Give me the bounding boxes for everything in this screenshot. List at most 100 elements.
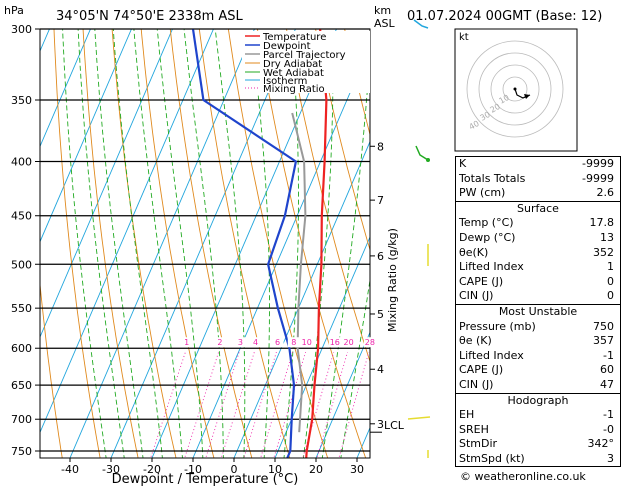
surface-value: 0	[607, 289, 614, 303]
lcl-label: LCL	[384, 419, 405, 432]
hodograph-kt-label: kt	[459, 32, 469, 43]
km-tick-label: 4	[377, 363, 384, 376]
wind-barbs	[407, 19, 431, 458]
mixing-ratio-label: 16	[330, 338, 340, 347]
legend: Temperature Dewpoint Parcel Trajectory D…	[242, 31, 370, 95]
hpa-label: hPa	[4, 4, 24, 17]
mu-value: 60	[600, 363, 614, 377]
series-dewpoint	[191, 29, 297, 458]
km-tick-label: 5	[377, 308, 384, 321]
hodo-value: -0	[603, 422, 614, 436]
mixing-ratio-label: 1	[184, 338, 189, 347]
dry-adiabat-line	[169, 29, 253, 458]
mixing-ratio-label-bg	[249, 337, 262, 348]
hodo-label: StmSpd (kt)	[459, 451, 525, 465]
hodograph-ring	[490, 64, 540, 114]
hodograph: kt 10 20 30 40	[454, 28, 578, 152]
mixing-ratio-line	[205, 351, 240, 458]
mixing-ratio-label-bg	[300, 337, 313, 348]
mixing-ratio-label-bg	[234, 337, 247, 348]
mixing-ratio-axis-label: Mixing Ratio (g/kg)	[386, 228, 399, 332]
series-parcel-trajectory	[291, 112, 307, 433]
surface-value: 352	[593, 245, 614, 259]
pressure-tick-label: 550	[11, 302, 32, 315]
wet-adiabat-line	[183, 29, 224, 458]
hodo-value: 342°	[587, 437, 615, 451]
background-lines	[0, 13, 370, 460]
temperature-ticks: -40 -30 -20 -10 0 10 20 30	[61, 458, 364, 476]
mu-value: 357	[593, 334, 614, 348]
mu-label: θe (K)	[459, 334, 492, 348]
sounding-lines	[191, 29, 328, 458]
km-tick-label: 3	[377, 418, 384, 431]
surface-label: Temp (°C)	[459, 216, 514, 230]
km-tick-label: 8	[377, 140, 384, 153]
pressure-tick-label: 500	[11, 258, 32, 271]
legend-dry-adiabat: Dry Adiabat	[263, 59, 322, 70]
mixing-ratio-label-bg	[328, 337, 341, 348]
mixing-ratio-line	[184, 351, 220, 458]
pressure-tick-label: 700	[11, 413, 32, 426]
dry-adiabat-line	[53, 29, 101, 458]
isotherm-line	[0, 13, 15, 460]
wind-barb	[413, 19, 429, 29]
hodograph-ring	[478, 52, 552, 126]
surface-label: Dewp (°C)	[459, 230, 516, 244]
mixing-ratio-label: 3	[238, 338, 243, 347]
mixing-ratio-line	[220, 351, 255, 458]
pressure-tick-label: 450	[11, 210, 32, 223]
km-tick-label: 6	[377, 250, 384, 263]
mixing-ratio-label: 4	[253, 338, 258, 347]
wet-adiabat-line	[250, 29, 270, 458]
surface-value: 0	[607, 274, 614, 288]
x-axis-label: Dewpoint / Temperature (°C)	[112, 472, 299, 486]
mixing-ratio-label-bg	[213, 337, 226, 348]
wet-adiabat-line	[133, 29, 183, 458]
mu-label: Pressure (mb)	[459, 319, 536, 333]
index-value: -9999	[582, 157, 614, 170]
footer-credit[interactable]: © weatheronline.co.uk	[460, 470, 586, 483]
mu-value: 47	[600, 377, 614, 391]
isotherm-line	[40, 29, 91, 148]
datetime-label: 01.07.2024 00GMT (Base: 12)	[407, 9, 602, 24]
temperature-tick-label: 30	[350, 463, 364, 476]
pressure-tick-label: 350	[11, 94, 32, 107]
pressure-tick-label: 650	[11, 379, 32, 392]
series-temperature	[305, 29, 328, 458]
asl-label: ASL	[374, 17, 396, 30]
index-label: PW (cm)	[459, 186, 506, 200]
surface-label: CAPE (J)	[459, 274, 504, 288]
mixing-ratio-label-bg	[271, 337, 284, 348]
temperature-tick-label: 20	[309, 463, 323, 476]
pressure-tick-label: 300	[11, 23, 32, 36]
surface-value: 13	[600, 230, 614, 244]
wet-adiabat-line	[214, 29, 246, 458]
dry-adiabat-line	[286, 29, 370, 363]
hodograph-arrow	[524, 94, 530, 99]
hodograph-ring-label: 30	[479, 110, 492, 123]
dry-adiabat-line	[82, 29, 139, 458]
mu-value: -1	[603, 348, 614, 362]
mixing-ratio-labels: 1 2 3 4 6 8 10 16 20 28	[180, 337, 376, 348]
km-ticks: 8 7 6 5 4 3	[370, 140, 384, 433]
mixing-ratio-label: 20	[344, 338, 354, 347]
temperature-tick-label: -30	[102, 463, 120, 476]
hodograph-ring	[502, 76, 528, 102]
dry-adiabat-line	[315, 29, 370, 252]
mixing-ratio-label-bg	[363, 337, 376, 348]
hodo-label: StmDir	[459, 437, 498, 451]
hodo-value: 3	[607, 451, 614, 465]
dry-adiabat-line	[256, 29, 367, 458]
surface-value: 17.8	[589, 216, 615, 230]
hodo-label: SREH	[459, 422, 489, 436]
hodo-label: EH	[459, 408, 475, 422]
surface-label: CIN (J)	[459, 289, 494, 303]
indices-panel: K -9999 Totals Totals -9999 PW (cm) 2.6 Sur…	[455, 156, 621, 468]
wet-adiabat-line	[302, 29, 334, 458]
mu-label: CIN (J)	[459, 377, 494, 391]
wet-adiabat-line	[321, 44, 370, 458]
legend-parcel: Parcel Trajectory	[263, 50, 346, 61]
temperature-tick-label: -10	[184, 463, 202, 476]
dry-adiabat-line	[111, 29, 177, 458]
